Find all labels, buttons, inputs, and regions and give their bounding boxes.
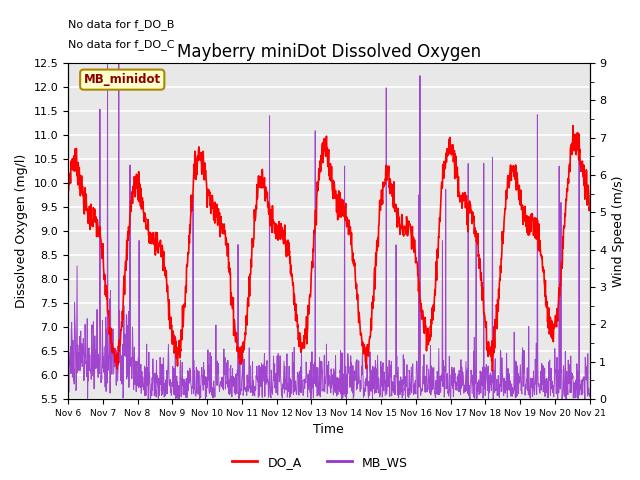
Y-axis label: Dissolved Oxygen (mg/l): Dissolved Oxygen (mg/l) (15, 154, 28, 308)
Text: No data for f_DO_C: No data for f_DO_C (68, 39, 175, 50)
X-axis label: Time: Time (314, 423, 344, 436)
Legend: DO_A, MB_WS: DO_A, MB_WS (227, 451, 413, 474)
Text: MB_minidot: MB_minidot (84, 73, 161, 86)
Y-axis label: Wind Speed (m/s): Wind Speed (m/s) (612, 175, 625, 287)
Title: Mayberry miniDot Dissolved Oxygen: Mayberry miniDot Dissolved Oxygen (177, 44, 481, 61)
Text: No data for f_DO_B: No data for f_DO_B (68, 19, 175, 30)
